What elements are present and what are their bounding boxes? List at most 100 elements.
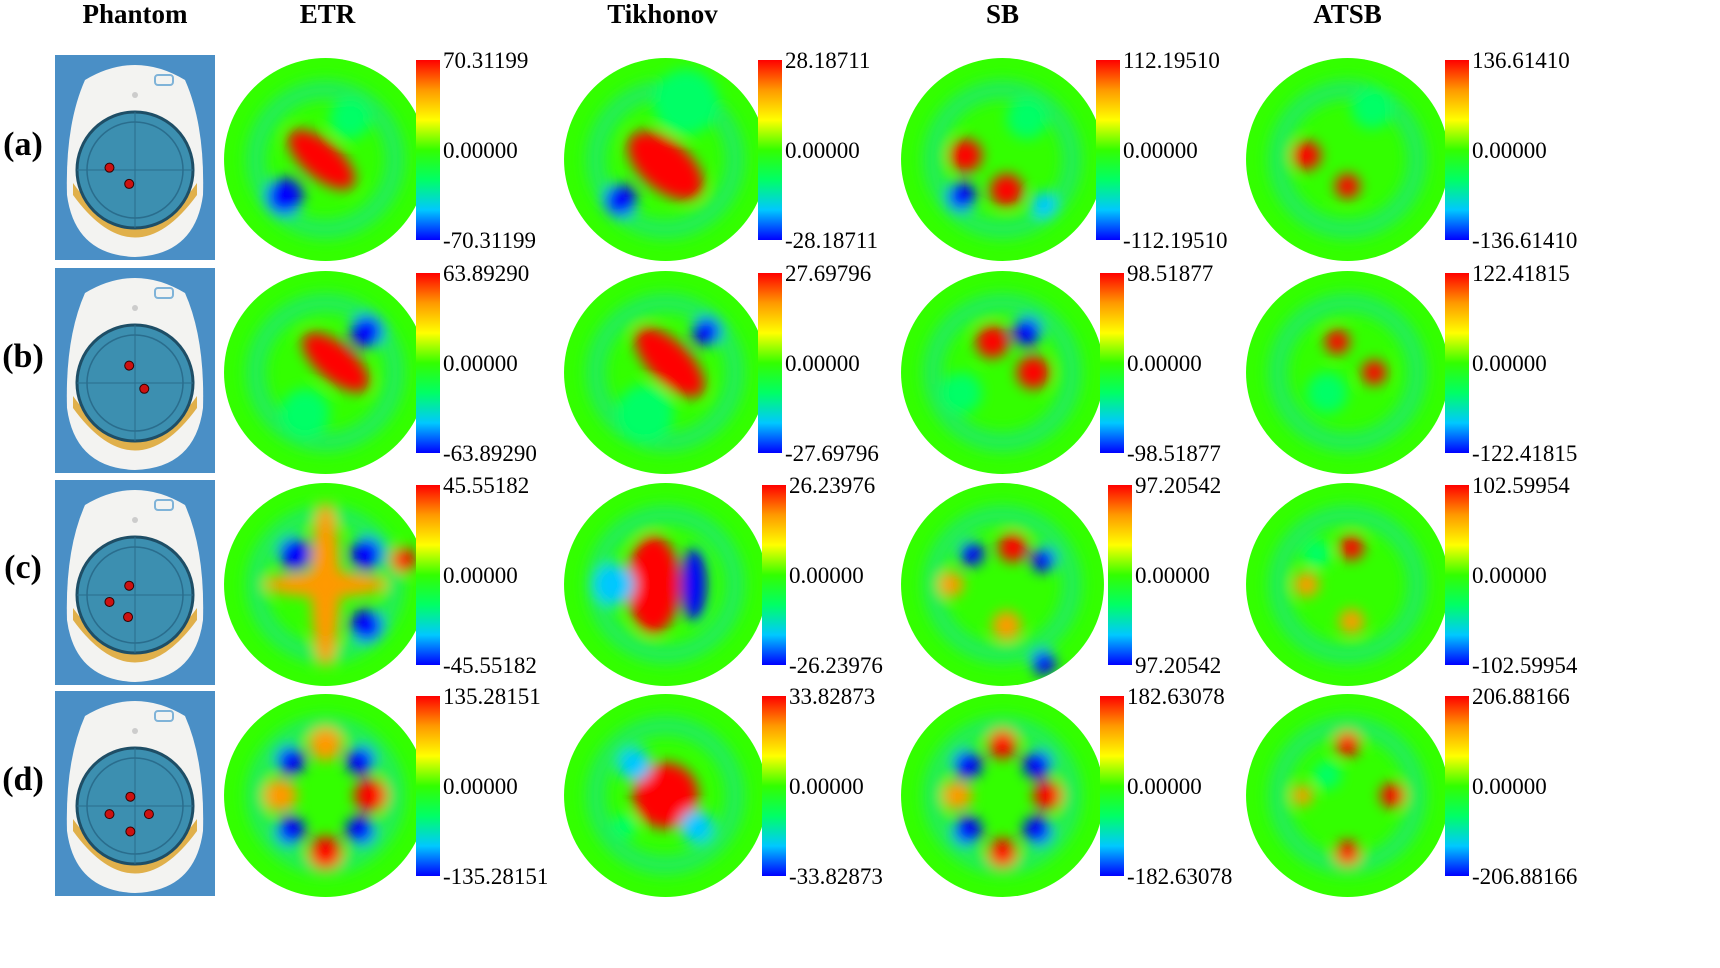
reconstruction-map <box>901 271 1104 474</box>
reconstruction-map <box>1246 58 1449 261</box>
colorbar-max-label: 45.55182 <box>443 473 530 498</box>
colorbar <box>1445 485 1469 665</box>
reconstruction-map <box>1246 271 1449 474</box>
colorbar <box>1100 696 1124 876</box>
phantom-target <box>124 178 135 189</box>
reconstruction-map <box>901 58 1104 261</box>
phantom-target <box>139 383 150 394</box>
row-label: (d) <box>2 761 44 798</box>
phantom-photo <box>55 55 215 260</box>
colorbar-mid-label: 0.00000 <box>1127 351 1202 376</box>
phantom-target <box>104 596 115 607</box>
column-header-sb: SB <box>985 0 1020 29</box>
colorbar-mid-label: 0.00000 <box>443 138 518 163</box>
colorbar-mid-label: 0.00000 <box>789 774 864 799</box>
colorbar-mid-label: 0.00000 <box>1127 774 1202 799</box>
colorbar-min-label: -28.18711 <box>785 228 879 253</box>
colorbar-mid-label: 0.00000 <box>785 138 860 163</box>
colorbar-min-label: -112.19510 <box>1123 228 1228 253</box>
colorbar-min-label: -26.23976 <box>789 653 883 678</box>
colorbar-max-label: 26.23976 <box>789 473 876 498</box>
colorbar-max-label: 135.28151 <box>443 684 541 709</box>
phantom-target <box>123 612 134 623</box>
reconstruction-map <box>564 271 767 474</box>
colorbar-max-label: 102.59954 <box>1472 473 1570 498</box>
reconstruction-map <box>224 271 427 474</box>
colorbar-mid-label: 0.00000 <box>1135 563 1210 588</box>
colorbar <box>1445 696 1469 876</box>
row-label: (a) <box>3 126 43 163</box>
column-header-atsb: ATSB <box>1313 0 1382 29</box>
phantom-photo <box>55 691 215 896</box>
colorbar-min-label: -63.89290 <box>443 441 537 466</box>
phantom-target <box>125 791 136 802</box>
colorbar-max-label: 182.63078 <box>1127 684 1225 709</box>
colorbar-max-label: 28.18711 <box>785 48 871 73</box>
reconstruction-map <box>1246 694 1449 897</box>
column-header-etr: ETR <box>299 0 356 29</box>
colorbar-max-label: 97.20542 <box>1135 473 1222 498</box>
colorbar-max-label: 122.41815 <box>1472 261 1570 286</box>
colorbar-min-label: -135.28151 <box>443 864 549 889</box>
colorbar-mid-label: 0.00000 <box>1472 563 1547 588</box>
colorbar <box>416 273 440 453</box>
colorbar <box>1100 273 1124 453</box>
phantom-target <box>124 580 135 591</box>
colorbar <box>1445 273 1469 453</box>
reconstruction-map <box>1246 483 1449 686</box>
colorbar-mid-label: 0.00000 <box>443 563 518 588</box>
phantom-target <box>104 809 115 820</box>
colorbar <box>1445 60 1469 240</box>
colorbar-mid-label: 0.00000 <box>1472 774 1547 799</box>
colorbar <box>762 485 786 665</box>
colorbar-max-label: 98.51877 <box>1127 261 1214 286</box>
colorbar <box>416 60 440 240</box>
colorbar-mid-label: 0.00000 <box>1123 138 1198 163</box>
colorbar-min-label: -206.88166 <box>1472 864 1578 889</box>
colorbar <box>762 696 786 876</box>
colorbar <box>1108 485 1132 665</box>
colorbar <box>416 485 440 665</box>
reconstruction-map <box>224 58 427 261</box>
colorbar-min-label: -33.82873 <box>789 864 883 889</box>
colorbar-mid-label: 0.00000 <box>789 563 864 588</box>
reconstruction-map <box>224 694 427 897</box>
row-label: (c) <box>4 549 42 586</box>
colorbar-mid-label: 0.00000 <box>443 351 518 376</box>
colorbar-min-label: -98.51877 <box>1127 441 1221 466</box>
reconstruction-map <box>901 483 1104 686</box>
colorbar <box>758 60 782 240</box>
phantom-target <box>104 162 115 173</box>
phantom-photo <box>55 480 215 685</box>
colorbar <box>416 696 440 876</box>
colorbar-max-label: 70.31199 <box>443 48 529 73</box>
colorbar-mid-label: 0.00000 <box>1472 351 1547 376</box>
reconstruction-map <box>564 58 767 261</box>
reconstruction-map <box>901 694 1104 897</box>
colorbar-min-label: -27.69796 <box>785 441 879 466</box>
reconstruction-map <box>224 483 427 686</box>
column-header-tikhonov: Tikhonov <box>607 0 718 29</box>
colorbar-max-label: 63.89290 <box>443 261 530 286</box>
colorbar-min-label: 97.20542 <box>1135 653 1222 678</box>
column-header-phantom: Phantom <box>82 0 188 29</box>
phantom-target <box>124 360 135 371</box>
colorbar-max-label: 136.61410 <box>1472 48 1570 73</box>
row-label: (b) <box>2 338 44 375</box>
colorbar-min-label: -102.59954 <box>1472 653 1578 678</box>
colorbar-min-label: -45.55182 <box>443 653 537 678</box>
colorbar-min-label: -136.61410 <box>1472 228 1578 253</box>
colorbar-max-label: 33.82873 <box>789 684 876 709</box>
phantom-target <box>143 809 154 820</box>
colorbar-max-label: 27.69796 <box>785 261 872 286</box>
phantom-target <box>125 826 136 837</box>
colorbar <box>1096 60 1120 240</box>
colorbar-min-label: -122.41815 <box>1472 441 1578 466</box>
reconstruction-map <box>564 694 767 897</box>
phantom-photo <box>55 268 215 473</box>
colorbar <box>758 273 782 453</box>
colorbar-mid-label: 0.00000 <box>785 351 860 376</box>
colorbar-max-label: 112.19510 <box>1123 48 1220 73</box>
reconstruction-map <box>564 483 767 686</box>
colorbar-mid-label: 0.00000 <box>443 774 518 799</box>
